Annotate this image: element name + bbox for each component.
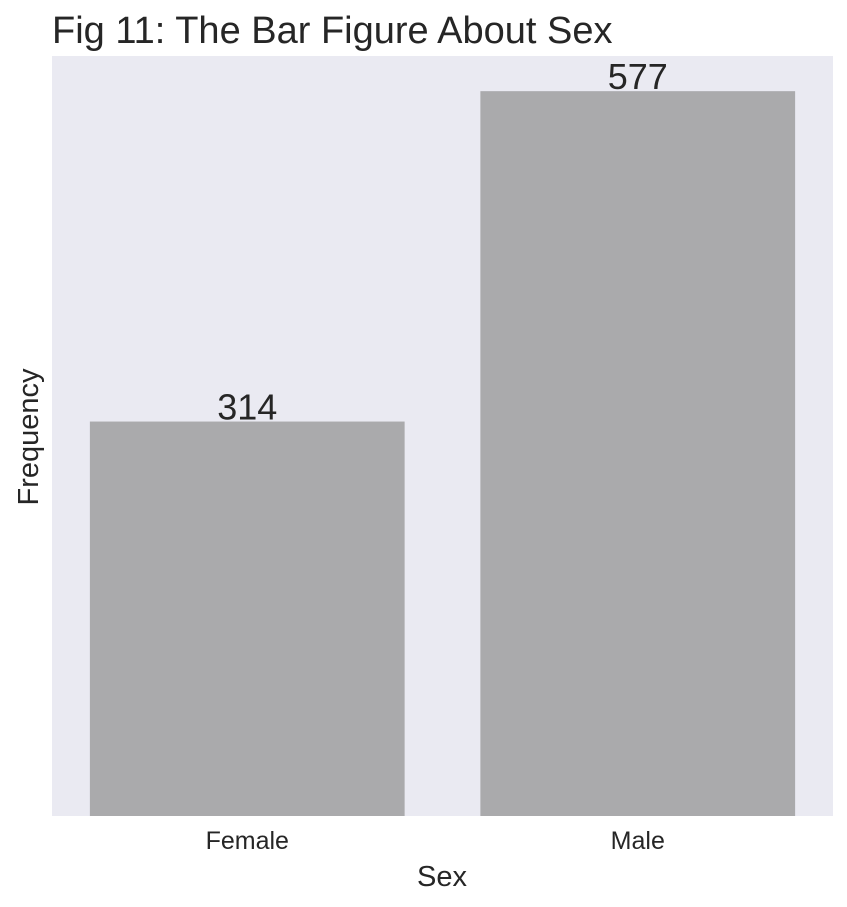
data-labels-group: 314 577 [217, 56, 668, 427]
bar-male [480, 91, 796, 817]
bars-group [89, 91, 796, 817]
x-tick-labels: Female Male [206, 827, 665, 855]
x-axis-label: Sex [417, 861, 467, 893]
x-tick-label-male: Male [611, 827, 665, 855]
data-label-female: 314 [217, 387, 277, 428]
chart-title: Fig 11: The Bar Figure About Sex [52, 10, 612, 52]
data-label-male: 577 [608, 56, 668, 97]
x-tick-label-female: Female [206, 827, 289, 855]
y-axis-label: Frequency [13, 368, 45, 506]
bar-female [89, 421, 405, 816]
